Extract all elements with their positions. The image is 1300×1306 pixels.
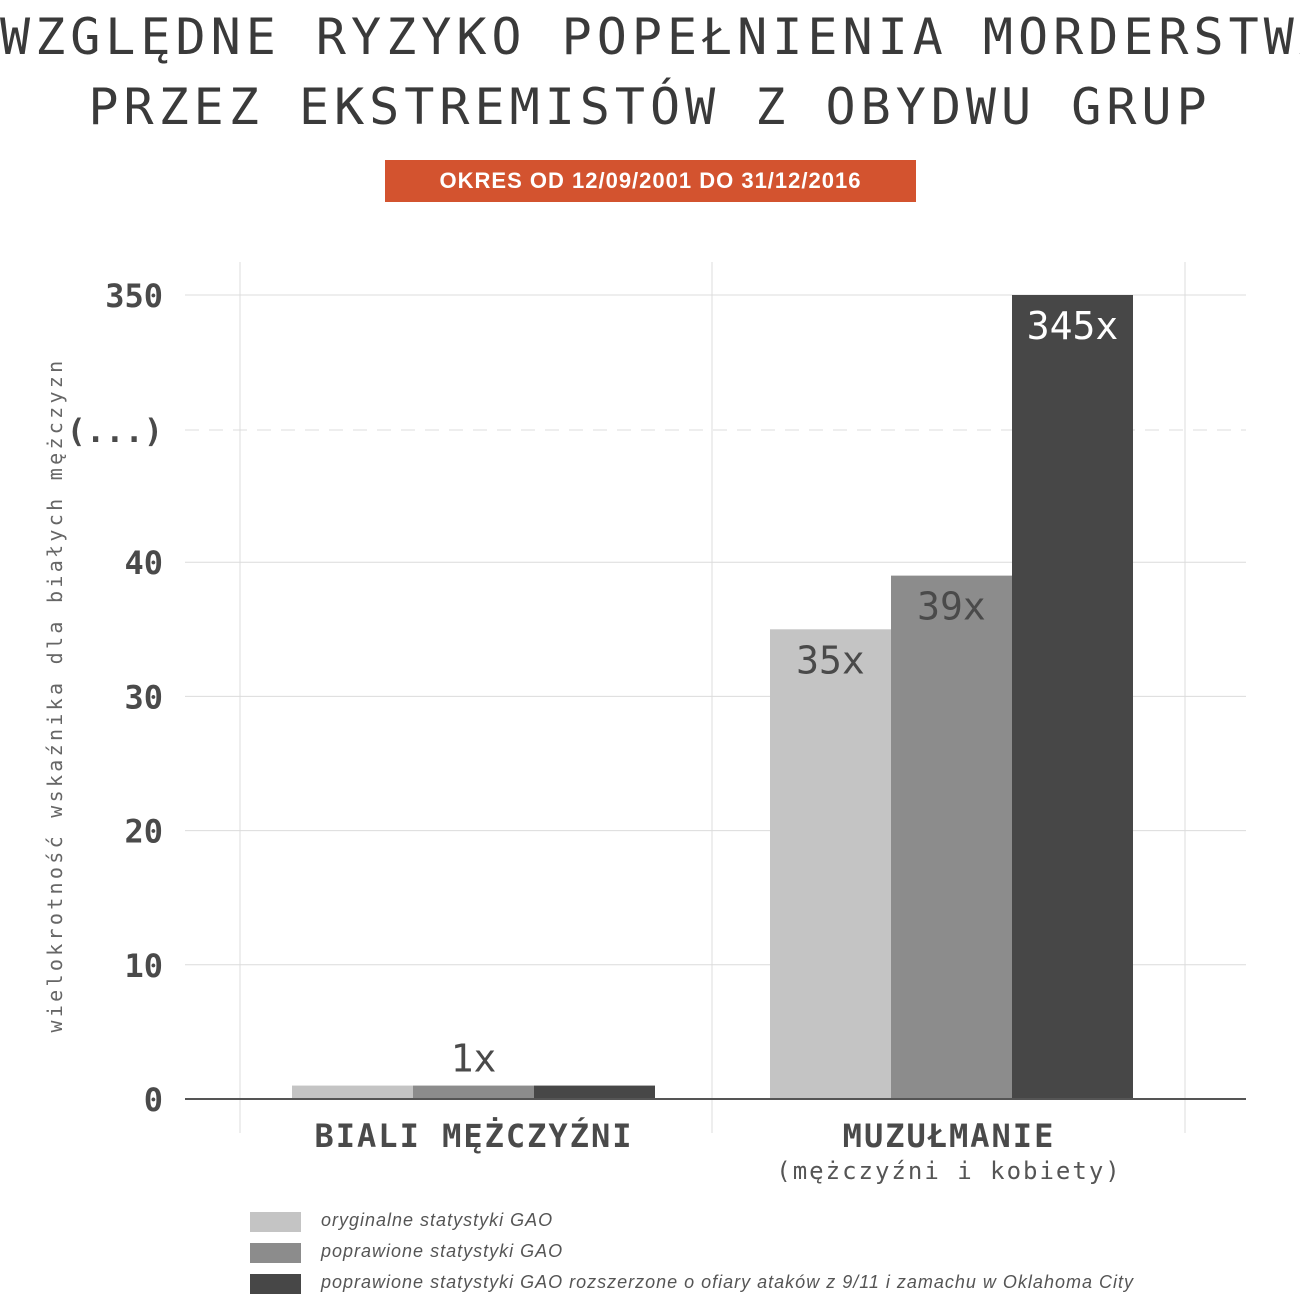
legend-label-corrected: poprawione statystyki GAO xyxy=(321,1241,564,1261)
category-sublabel: (mężczyźni i kobiety) xyxy=(776,1157,1121,1185)
data-label: 35x xyxy=(796,638,865,682)
bar-1-0 xyxy=(770,629,891,1099)
y-tick-label: 10 xyxy=(124,947,163,985)
period-badge: OKRES OD 12/09/2001 DO 31/12/2016 xyxy=(385,160,916,202)
bar-0-2 xyxy=(534,1085,655,1099)
bar-0-0 xyxy=(292,1085,413,1099)
legend-label-extended: poprawione statystyki GAO rozszerzone o … xyxy=(321,1272,1134,1292)
legend-label-original: oryginalne statystyki GAO xyxy=(321,1210,554,1230)
chart-title-line-2: PRZEZ EKSTREMISTÓW Z OBYDWU GRUP xyxy=(88,78,1212,136)
bar-1-2 xyxy=(1012,295,1133,1099)
category-label: MUZUŁMANIE xyxy=(843,1117,1056,1155)
legend-swatch-corrected xyxy=(250,1243,301,1263)
data-label: 39x xyxy=(917,585,986,629)
y-tick-label: 40 xyxy=(124,544,163,582)
legend-swatch-extended xyxy=(250,1274,301,1294)
chart-title-line-1: WZGLĘDNE RYZYKO POPEŁNIENIA MORDERSTWA xyxy=(0,8,1300,66)
y-tick-label: (...) xyxy=(67,412,163,450)
y-tick-label: 20 xyxy=(124,813,163,851)
y-tick-label: 350 xyxy=(105,277,163,315)
y-tick-label: 0 xyxy=(144,1081,163,1119)
y-tick-label: 30 xyxy=(124,678,163,716)
bar-0-1 xyxy=(413,1085,534,1099)
data-label: 1x xyxy=(451,1037,497,1081)
category-label: BIALI MĘŻCZYŹNI xyxy=(315,1117,634,1155)
bar-1-1 xyxy=(891,575,1012,1099)
data-label: 345x xyxy=(1027,304,1119,348)
legend-swatch-original xyxy=(250,1212,301,1232)
